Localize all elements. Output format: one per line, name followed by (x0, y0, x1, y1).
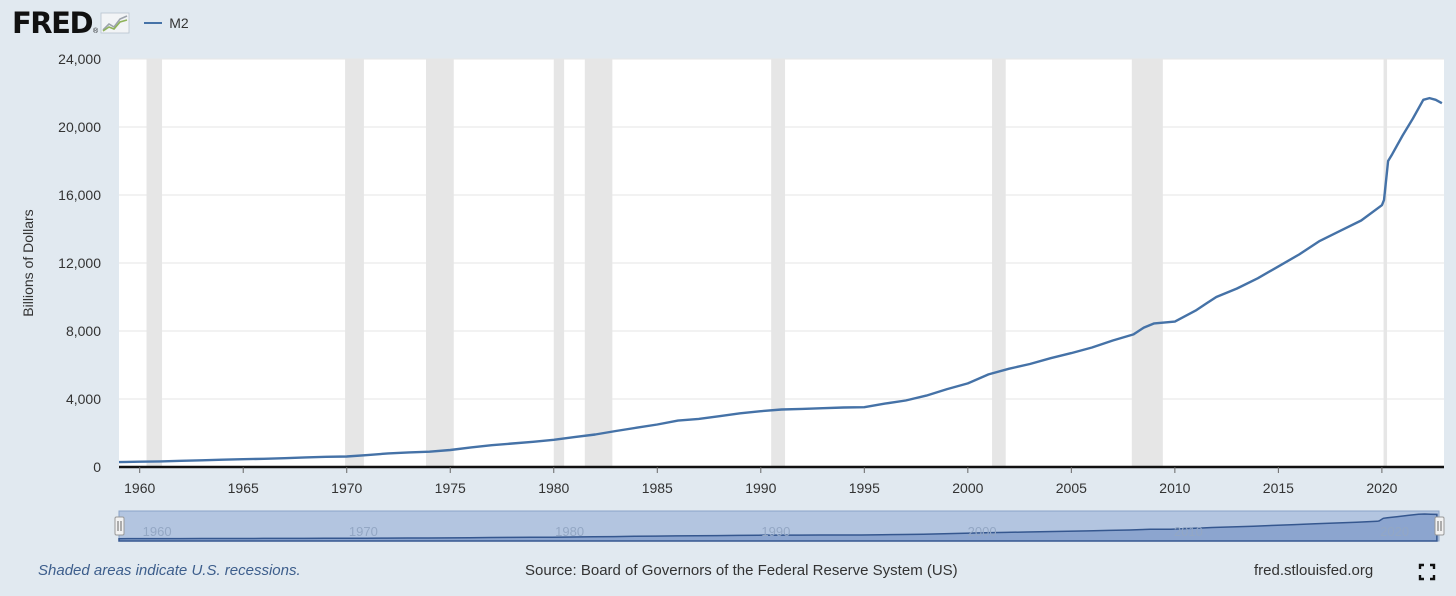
x-tick-label: 1985 (642, 480, 673, 496)
x-tick-label: 2015 (1263, 480, 1294, 496)
navigator-series (118, 513, 1438, 542)
navigator-tick-label: 1980 (555, 524, 584, 539)
chart-legend[interactable]: M2 (144, 15, 189, 31)
x-tick-label: 1960 (124, 480, 155, 496)
x-tick-label: 1975 (435, 480, 466, 496)
line-graph-icon (100, 12, 130, 34)
legend-label-m2: M2 (169, 15, 189, 31)
navigator-tick-label: 1990 (761, 524, 790, 539)
navigator-tick-label: 2000 (968, 524, 997, 539)
y-tick-label: 0 (93, 459, 101, 475)
fred-logo[interactable]: FRED (12, 5, 94, 40)
y-tick-label: 20,000 (58, 119, 101, 135)
x-tick-label: 2005 (1056, 480, 1087, 496)
navigator-tick-label: 2020 (1380, 524, 1409, 539)
navigator-tick-label: 1970 (349, 524, 378, 539)
recession-note: Shaded areas indicate U.S. recessions. (38, 562, 301, 579)
y-tick-label: 12,000 (58, 255, 101, 271)
y-axis-label: Billions of Dollars (20, 209, 36, 316)
navigator-tick-label: 1960 (143, 524, 172, 539)
data-source: Source: Board of Governors of the Federa… (525, 562, 958, 579)
navigator-left-handle[interactable] (114, 516, 125, 536)
legend-swatch-m2 (144, 22, 163, 24)
y-tick-label: 24,000 (58, 51, 101, 67)
x-tick-label: 1965 (228, 480, 259, 496)
series-line-m2[interactable] (118, 96, 1443, 464)
x-tick-label: 2000 (952, 480, 983, 496)
registered-mark: ® (93, 27, 99, 35)
y-tick-label: 8,000 (66, 323, 101, 339)
navigator-right-handle[interactable] (1434, 516, 1445, 536)
y-tick-label: 4,000 (66, 391, 101, 407)
x-tick-label: 2010 (1159, 480, 1190, 496)
x-tick-label: 2020 (1366, 480, 1397, 496)
x-tick-label: 1970 (331, 480, 362, 496)
x-tick-label: 1995 (849, 480, 880, 496)
x-tick-label: 1980 (538, 480, 569, 496)
y-tick-label: 16,000 (58, 187, 101, 203)
fullscreen-icon[interactable] (1418, 563, 1436, 581)
navigator-tick-label: 2010 (1174, 524, 1203, 539)
x-tick-label: 1990 (745, 480, 776, 496)
site-link[interactable]: fred.stlouisfed.org (1254, 562, 1374, 579)
chart-header: FRED ® M2 (12, 6, 189, 40)
